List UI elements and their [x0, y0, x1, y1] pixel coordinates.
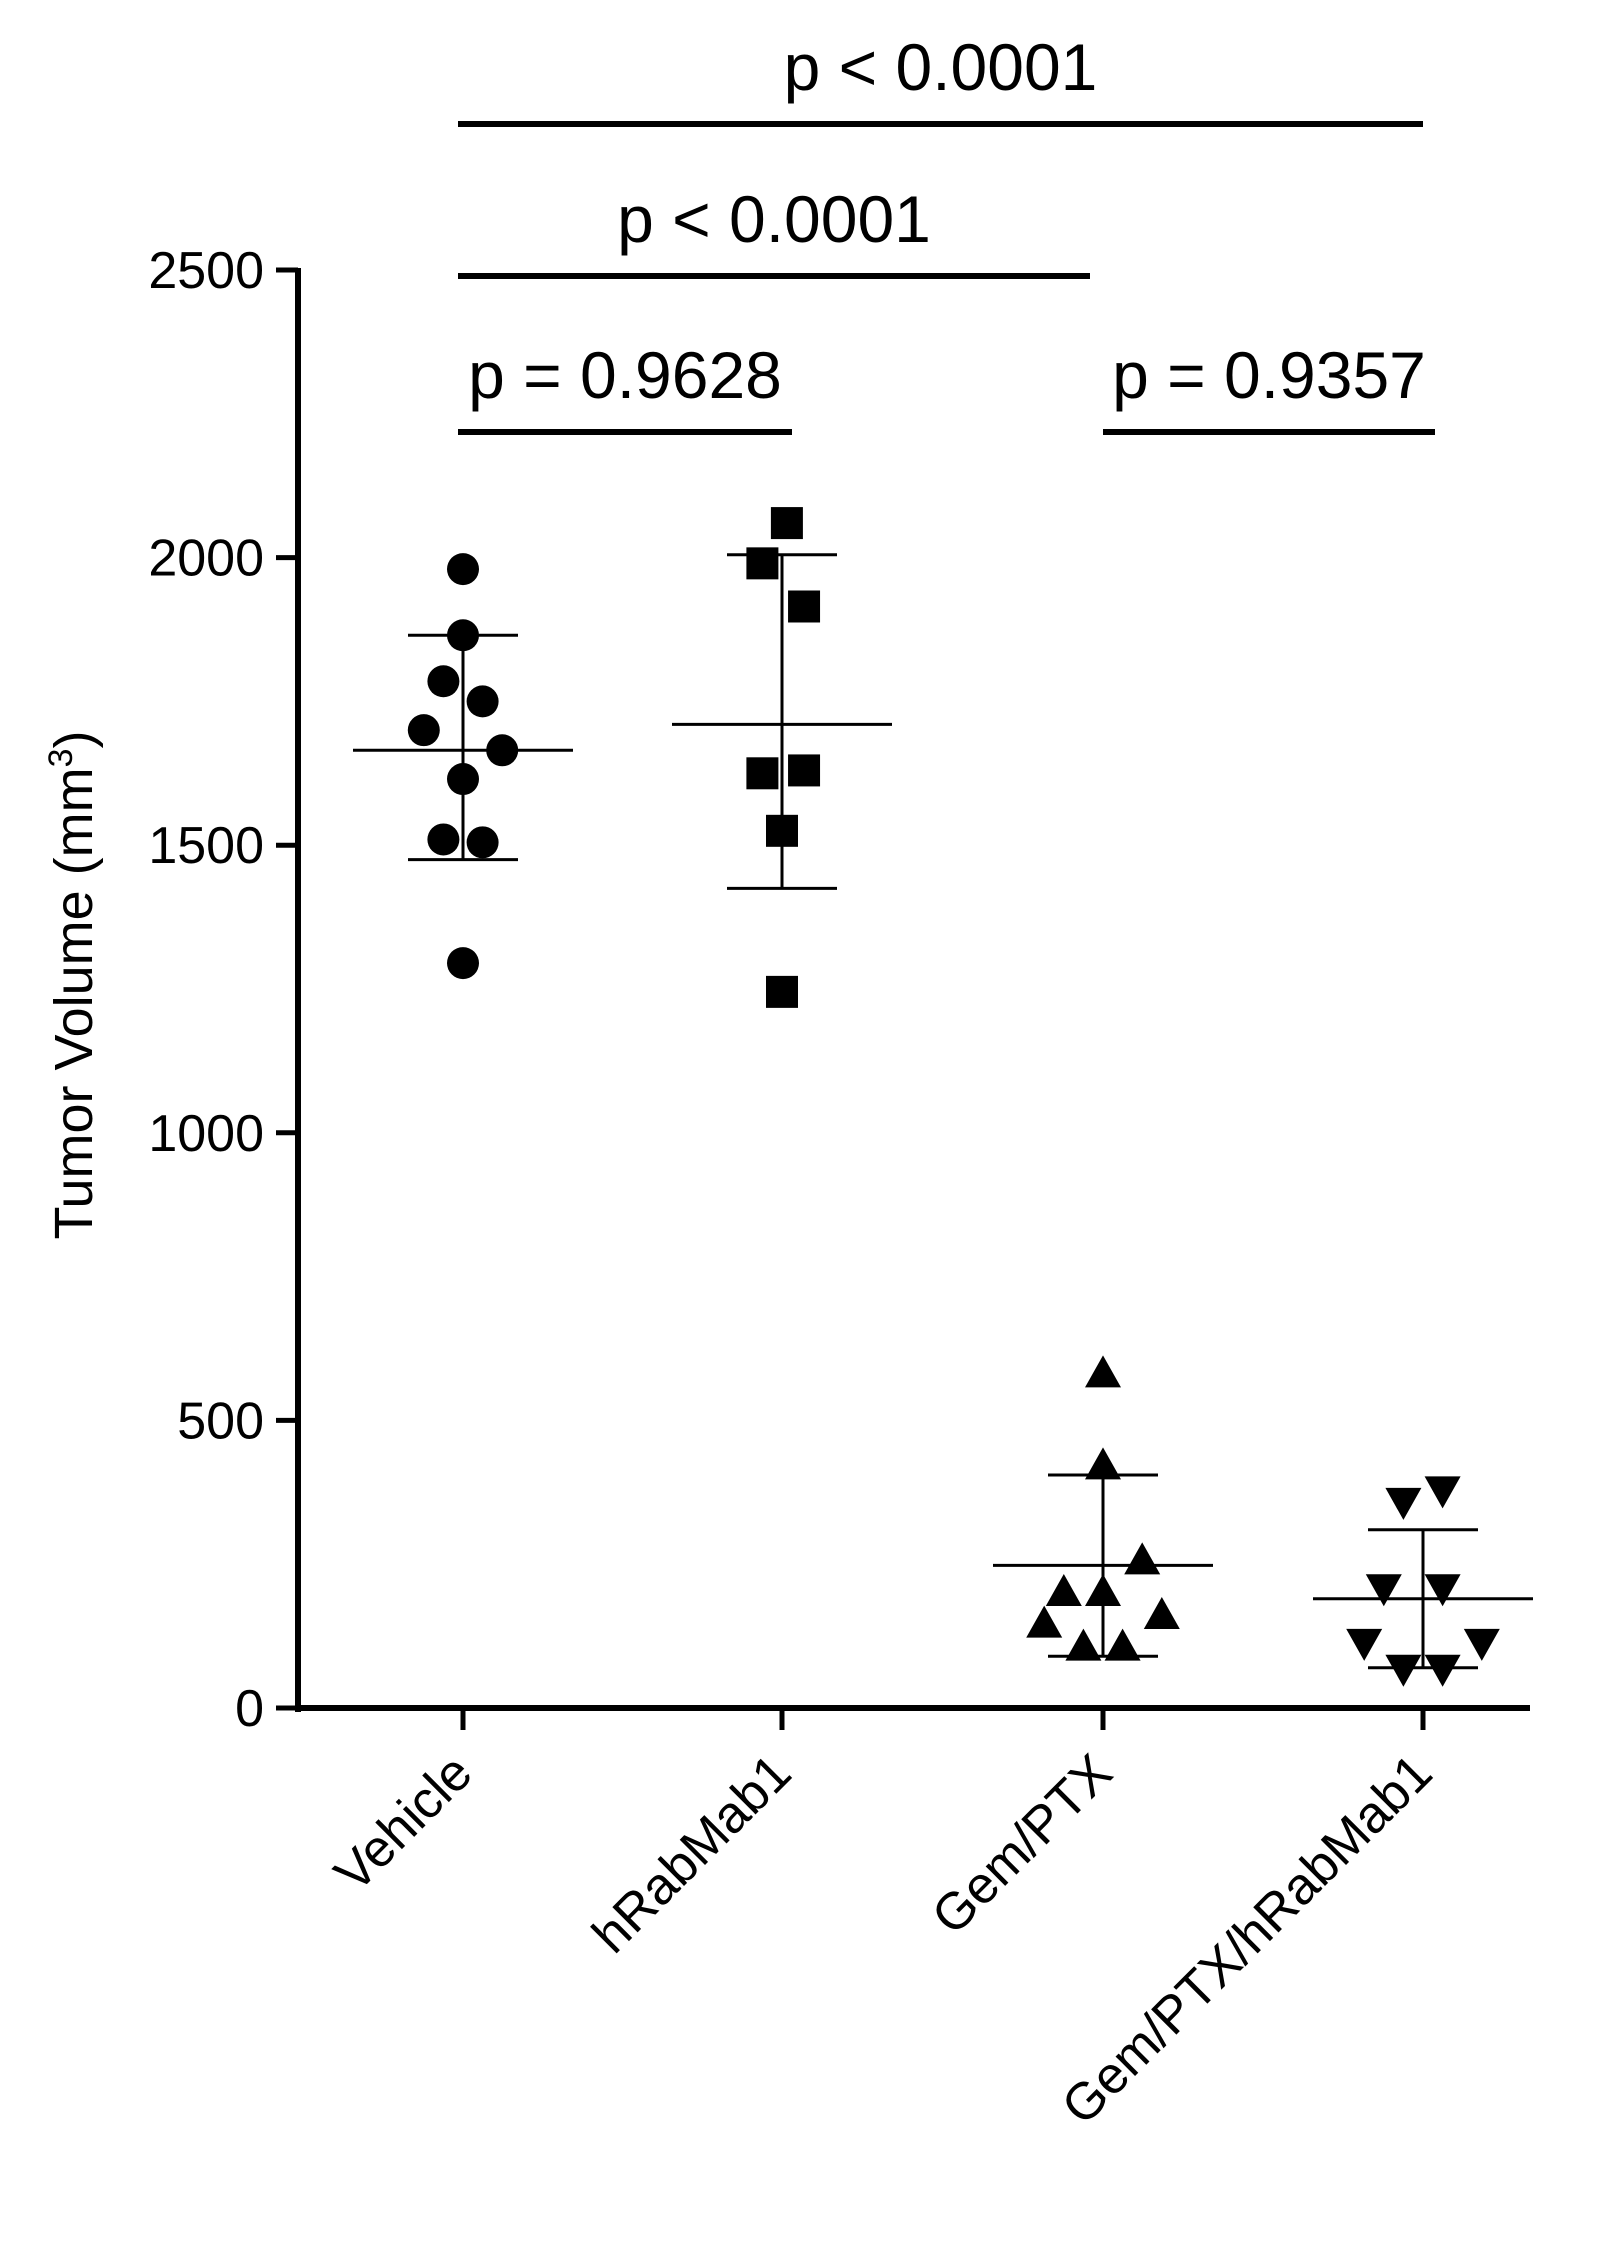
x-tick-label: hRabMab1 — [582, 1743, 803, 1964]
significance-annotations: p < 0.0001 p < 0.0001 p = 0.9628 p = 0.9357 — [458, 30, 1435, 435]
square-point — [770, 507, 803, 540]
square-point — [766, 814, 798, 847]
circle-point — [447, 763, 479, 796]
y-tick-label: 2000 — [148, 530, 264, 588]
circle-point — [427, 823, 460, 856]
square-point — [788, 754, 821, 787]
square-point — [746, 547, 779, 580]
p-value-label: p = 0.9628 — [468, 338, 782, 412]
y-tick-label: 500 — [177, 1392, 264, 1450]
p-value-label: p < 0.0001 — [617, 182, 931, 256]
triangle-down-point — [1424, 1476, 1461, 1509]
circle-point — [447, 553, 479, 586]
circle-point — [407, 714, 440, 747]
circle-point — [466, 826, 499, 859]
x-tick-label: Gem/PTX/hRabMab1 — [1051, 1743, 1444, 2136]
x-tick-label: Vehicle — [324, 1743, 484, 1903]
circle-point — [486, 734, 519, 767]
square-point — [746, 757, 779, 790]
triangle-down-point — [1463, 1628, 1500, 1661]
triangle-up-point — [1065, 1628, 1102, 1661]
y-axis: 0 500 1000 1500 2000 2500 — [148, 242, 301, 1738]
square-point — [766, 975, 798, 1008]
triangle-down-point — [1424, 1654, 1461, 1687]
data-points — [407, 507, 1500, 1687]
p-value-label: p < 0.0001 — [784, 30, 1098, 104]
square-point — [788, 590, 821, 623]
triangle-down-point — [1385, 1487, 1422, 1520]
triangle-up-point — [1085, 1573, 1121, 1606]
x-tick-label: Gem/PTX — [921, 1743, 1123, 1945]
y-tick-label: 1000 — [148, 1105, 264, 1163]
y-tick-label: 0 — [235, 1680, 264, 1738]
y-axis-label: Tumor Volume (mm3) — [42, 731, 104, 1240]
triangle-down-point — [1365, 1574, 1402, 1607]
circle-point — [447, 947, 479, 980]
y-axis-label-group: Tumor Volume (mm3) — [42, 731, 104, 1240]
mean-sd-bars — [353, 553, 1533, 1670]
circle-point — [427, 665, 460, 698]
y-tick-label: 2500 — [148, 242, 264, 300]
triangle-down-point — [1346, 1628, 1383, 1661]
p-value-label: p = 0.9357 — [1112, 338, 1426, 412]
triangle-up-point — [1143, 1596, 1180, 1629]
triangle-up-point — [1104, 1628, 1141, 1661]
y-tick-label: 1500 — [148, 817, 264, 875]
triangle-up-point — [1045, 1573, 1082, 1606]
circle-point — [466, 685, 499, 718]
triangle-down-point — [1385, 1654, 1422, 1687]
triangle-up-point — [1085, 1447, 1121, 1480]
triangle-up-point — [1085, 1355, 1121, 1388]
circle-point — [447, 619, 479, 652]
triangle-up-point — [1124, 1542, 1161, 1575]
triangle-up-point — [1026, 1605, 1063, 1638]
triangle-down-point — [1424, 1574, 1461, 1607]
